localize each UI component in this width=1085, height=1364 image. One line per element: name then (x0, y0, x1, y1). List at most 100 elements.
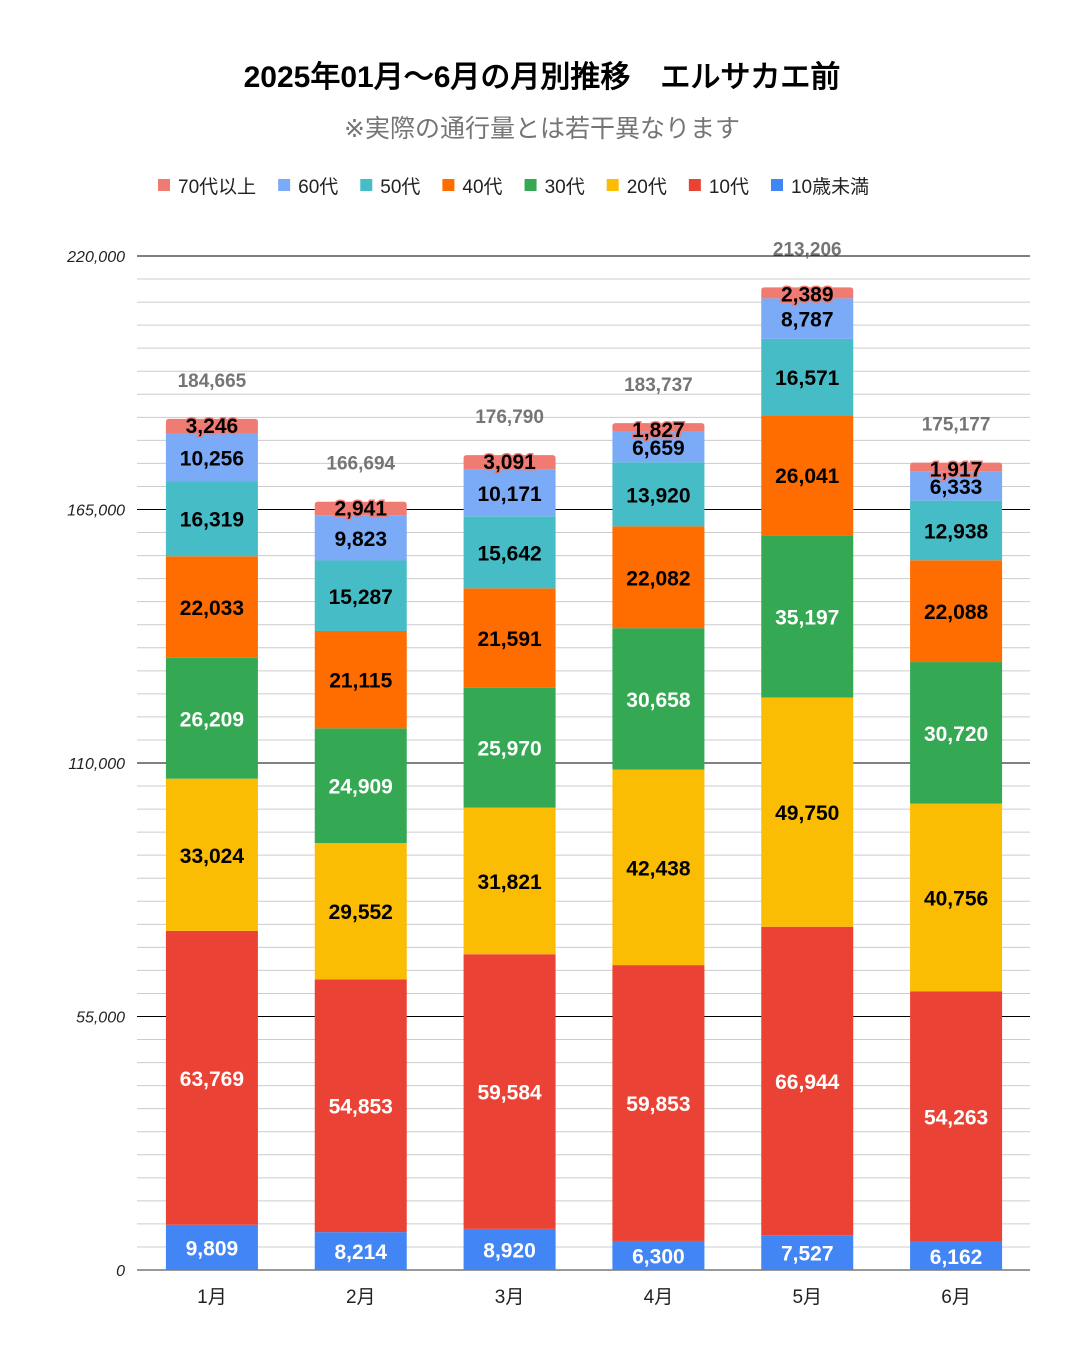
bar-segment (910, 1241, 1003, 1270)
segment-value-label: 12,938 (924, 520, 989, 543)
segment-value-label: 16,319 (180, 509, 244, 532)
legend-label: 50代 (380, 176, 420, 198)
segment-value-label: 15,287 (329, 586, 393, 609)
bar-segment (910, 662, 1003, 804)
segment-value-label: 63,769 (180, 1068, 244, 1091)
segment-value-label: 13,920 (626, 484, 690, 507)
bar-segment (314, 843, 407, 980)
bar-segment (910, 560, 1003, 663)
gridlines (137, 255, 1030, 1271)
bar-segment (612, 965, 705, 1241)
bar-segment (165, 433, 258, 482)
bar-segment (314, 515, 407, 561)
total-value-label: 176,790 (475, 407, 544, 428)
x-tick-label: 6月 (941, 1287, 971, 1308)
legend-swatch (158, 179, 170, 191)
legend-item: 30代 (524, 176, 585, 198)
segment-value-label: 59,584 (477, 1082, 542, 1105)
bar-segment (761, 415, 854, 536)
y-tick-label: 220,000 (66, 249, 125, 266)
bar-segment (761, 697, 854, 927)
bar-segment (314, 560, 407, 631)
total-value-label: 166,694 (326, 454, 395, 475)
legend-label: 10代 (709, 176, 749, 198)
segment-value-label: 26,041 (775, 465, 840, 488)
bar-segment (314, 979, 407, 1233)
bar-segment (761, 338, 854, 416)
bar-segment (761, 287, 854, 299)
legend-item: 50代 (360, 176, 420, 198)
segment-value-label: 7,527 (781, 1243, 834, 1266)
segment-value-label: 8,214 (334, 1241, 387, 1264)
bar-segment (910, 803, 1003, 992)
bar-segment (165, 930, 258, 1225)
segment-value-label: 21,591 (477, 628, 542, 651)
x-tick-label: 5月 (792, 1287, 822, 1308)
legend-item: 70代以上 (158, 176, 256, 198)
x-tick-label: 4月 (644, 1287, 674, 1308)
segment-value-label: 35,197 (775, 606, 839, 629)
segment-value-label: 15,642 (477, 542, 541, 565)
legend-swatch (524, 179, 537, 191)
bar-segment (314, 728, 407, 844)
segment-value-label: 9,823 (334, 528, 387, 551)
bar-segment (612, 526, 705, 629)
bar-segment (463, 807, 556, 955)
segment-value-label: 2,941 (334, 498, 387, 521)
bar-segment (761, 535, 854, 698)
segment-value-label: 9,809 (186, 1237, 239, 1260)
segment-value-label: 25,970 (477, 738, 541, 761)
bar-segment (165, 657, 258, 779)
bar-segment (910, 471, 1003, 501)
segment-value-label: 6,659 (632, 437, 685, 460)
bar-segment (612, 423, 705, 432)
segment-value-label: 54,263 (924, 1107, 988, 1130)
segment-value-label: 21,115 (329, 670, 392, 693)
segment-value-label: 30,720 (924, 723, 988, 746)
bar-segment (910, 500, 1003, 561)
segment-value-label: 66,944 (775, 1071, 840, 1094)
legend-label: 10歳未満 (791, 176, 869, 198)
segment-value-label: 59,853 (626, 1093, 690, 1116)
legend-item: 20代 (606, 176, 667, 198)
legend: 70代以上 60代 50代 40代 30代 20代 10代 10歳未満 (158, 176, 869, 198)
total-value-label: 175,177 (922, 415, 991, 436)
legend-item: 40代 (442, 176, 503, 198)
segment-value-label: 10,171 (477, 483, 542, 506)
y-tick-label: 0 (116, 1263, 125, 1280)
segment-value-label: 42,438 (626, 857, 691, 880)
segment-value-label: 29,552 (329, 901, 393, 924)
y-tick-label: 55,000 (76, 1010, 125, 1027)
segment-value-label: 3,091 (483, 451, 536, 474)
segment-value-label: 31,821 (477, 871, 542, 894)
segment-value-label: 33,024 (180, 845, 245, 868)
bar-segment (910, 462, 1003, 472)
bar-segment (463, 687, 556, 808)
bar-segment (463, 1228, 556, 1270)
segment-value-label: 26,209 (180, 708, 244, 731)
bar-segment (761, 926, 854, 1236)
segment-value-label: 6,300 (632, 1245, 685, 1268)
legend-label: 30代 (545, 176, 585, 198)
segment-value-label: 8,787 (781, 309, 834, 332)
bar-segment (463, 516, 556, 589)
bar-segment (165, 481, 258, 557)
bar-segment (314, 501, 407, 516)
y-axis: 0 55,000 110,000 165,000 220,000 (66, 249, 125, 1280)
legend-label: 70代以上 (178, 176, 256, 198)
segment-value-label: 1,827 (632, 419, 685, 442)
bar-segment (463, 469, 556, 517)
segment-value-label: 16,571 (775, 367, 840, 390)
segment-value-label: 8,920 (483, 1239, 536, 1262)
y-tick-label: 110,000 (68, 756, 125, 773)
total-value-label: 183,737 (624, 375, 693, 396)
bar-segment (612, 431, 705, 463)
legend-label: 60代 (298, 176, 338, 198)
bar-segment (165, 418, 258, 434)
total-value-label: 213,206 (773, 239, 842, 260)
legend-item: 10代 (688, 176, 749, 198)
legend-swatch (770, 179, 783, 191)
segment-value-label: 54,853 (329, 1096, 393, 1119)
legend-swatch (442, 179, 455, 191)
